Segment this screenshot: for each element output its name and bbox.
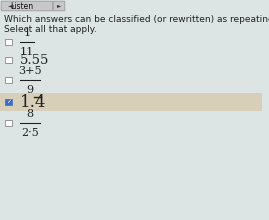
Text: Listen: Listen <box>10 2 34 11</box>
FancyBboxPatch shape <box>5 99 12 105</box>
Text: 11: 11 <box>20 46 34 57</box>
Text: 1: 1 <box>23 28 31 37</box>
FancyBboxPatch shape <box>5 77 12 83</box>
FancyBboxPatch shape <box>53 1 65 11</box>
Text: Select all that apply.: Select all that apply. <box>4 25 97 34</box>
Text: 3+5: 3+5 <box>18 66 42 75</box>
FancyBboxPatch shape <box>5 120 12 126</box>
Text: ◄): ◄) <box>8 4 15 9</box>
Text: 9: 9 <box>26 84 33 95</box>
Text: 8: 8 <box>26 108 33 119</box>
Text: 5.55: 5.55 <box>20 53 49 66</box>
FancyBboxPatch shape <box>1 1 53 11</box>
Text: Which answers can be classified (or rewritten) as repeating decimals?: Which answers can be classified (or rewr… <box>4 15 269 24</box>
FancyBboxPatch shape <box>5 39 12 45</box>
FancyBboxPatch shape <box>0 93 262 111</box>
Text: ►: ► <box>57 4 61 9</box>
FancyBboxPatch shape <box>5 57 12 63</box>
Text: 1.4: 1.4 <box>20 94 47 110</box>
Text: 2·5: 2·5 <box>21 128 39 138</box>
Text: ✓: ✓ <box>6 99 11 104</box>
